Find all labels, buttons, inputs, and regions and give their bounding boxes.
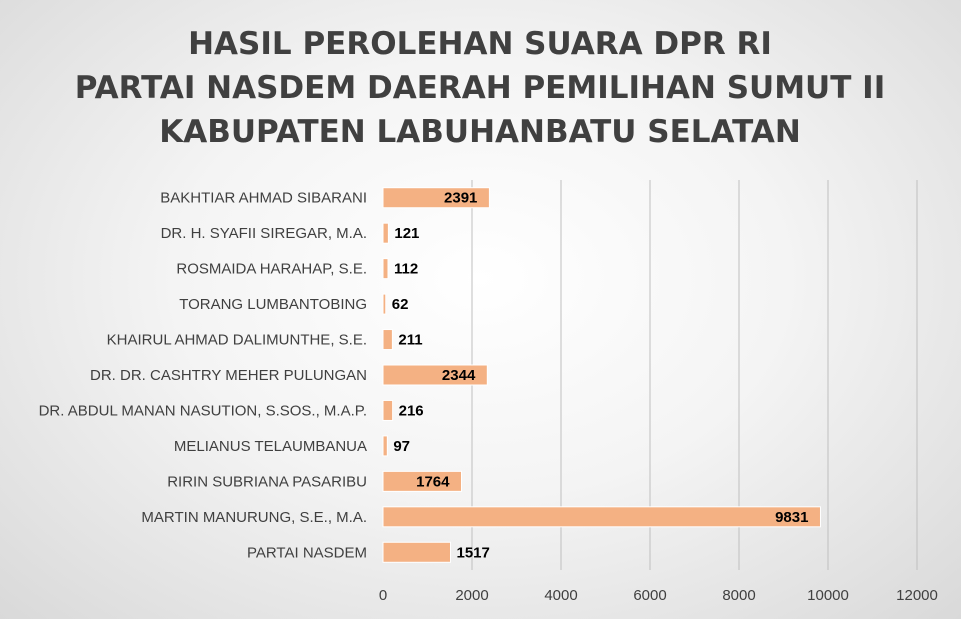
x-axis-tick-labels: 0 2000 4000 6000 8000 10000 12000 <box>379 587 938 604</box>
category-label: DR. DR. CASHTRY MEHER PULUNGAN <box>90 367 367 384</box>
data-label: 97 <box>393 438 410 455</box>
x-tick-label: 8000 <box>722 587 755 604</box>
bar <box>382 187 490 209</box>
data-label: 211 <box>398 332 422 349</box>
bar <box>382 258 389 280</box>
x-tick-label: 4000 <box>544 587 577 604</box>
x-tick-label: 12000 <box>896 587 938 604</box>
category-label: RIRIN SUBRIANA PASARIBU <box>167 473 367 490</box>
data-label: 2344 <box>442 367 476 384</box>
chart-title-line-2: PARTAI NASDEM DAERAH PEMILIHAN SUMUT II <box>75 70 885 106</box>
category-label: BAKHTIAR AHMAD SIBARANI <box>160 190 367 207</box>
data-label: 121 <box>394 225 419 242</box>
bar <box>382 506 821 528</box>
x-tick-label: 10000 <box>807 587 849 604</box>
x-tick-label: 0 <box>379 587 387 604</box>
data-labels: 2391 121 112 62 211 2344 216 97 1764 9831 1517 <box>392 190 809 562</box>
category-label: MELIANUS TELAUMBANUA <box>174 438 367 455</box>
category-label: ROSMAIDA HARAHAP, S.E. <box>176 261 367 278</box>
x-tick-label: 6000 <box>633 587 666 604</box>
chart-title-line-1: HASIL PEROLEHAN SUARA DPR RI <box>188 26 772 62</box>
bar <box>382 329 393 351</box>
data-label: 1517 <box>457 544 490 561</box>
category-label: KHAIRUL AHMAD DALIMUNTHE, S.E. <box>107 332 367 349</box>
category-labels: BAKHTIAR AHMAD SIBARANI DR. H. SYAFII SIR… <box>39 190 367 562</box>
data-label: 9831 <box>775 509 808 526</box>
bar <box>382 293 387 315</box>
chart-title-line-3: KABUPATEN LABUHANBATU SELATAN <box>159 114 801 150</box>
bar <box>382 470 462 492</box>
data-label: 62 <box>392 296 409 313</box>
gridlines <box>471 180 918 570</box>
data-label: 112 <box>394 261 418 278</box>
data-label: 216 <box>399 402 424 419</box>
chart-title: HASIL PEROLEHAN SUARA DPR RI PARTAI NASD… <box>75 26 885 150</box>
bar <box>382 222 389 244</box>
bar <box>382 435 388 457</box>
category-label: PARTAI NASDEM <box>247 544 367 561</box>
category-label: TORANG LUMBANTOBING <box>179 296 367 313</box>
data-label: 1764 <box>416 473 450 490</box>
bar <box>382 364 488 386</box>
category-label: MARTIN MANURUNG, S.E., M.A. <box>141 509 367 526</box>
bar <box>382 399 394 421</box>
x-tick-label: 2000 <box>455 587 488 604</box>
data-label: 2391 <box>444 190 477 207</box>
category-label: DR. H. SYAFII SIREGAR, M.A. <box>161 225 367 242</box>
category-label: DR. ABDUL MANAN NASUTION, S.SOS., M.A.P. <box>39 402 367 419</box>
bars <box>382 187 821 563</box>
bar <box>382 541 452 563</box>
